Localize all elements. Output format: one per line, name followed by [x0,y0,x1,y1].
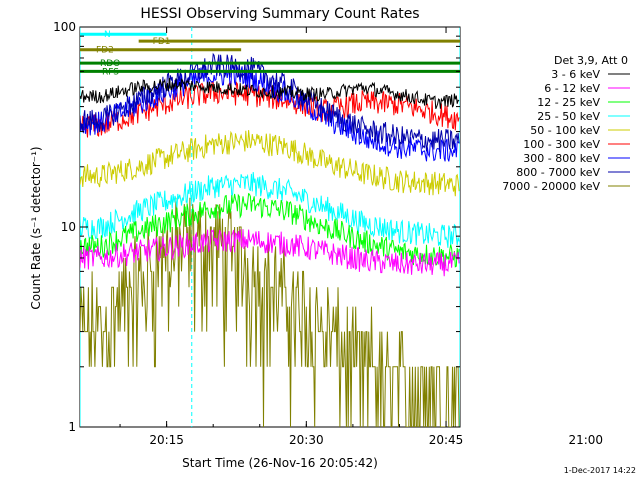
y-tick-label: 10 [61,220,76,234]
legend-label-7000-20000keVkev: 7000 - 20000 keV [502,180,600,193]
plot-area [80,27,460,427]
y-axis-label: Count Rate (s⁻¹ detector⁻¹) [29,146,43,309]
series-line-50-100keVkev [80,130,460,197]
series-line-7000-20000keVkev [80,197,460,427]
legend-label-100-300keVkev: 100 - 300 keV [523,138,600,151]
y-tick-label: 100 [53,20,76,34]
legend-label-25-50keVkev: 25 - 50 keV [537,110,600,123]
y-tick-label: 1 [68,420,76,434]
x-axis-label: Start Time (26-Nov-16 20:05:42) [182,456,378,470]
x-tick-label: 20:30 [289,433,324,447]
legend-label-300-800keVkev: 300 - 800 keV [523,152,600,165]
x-tick-label: 20:15 [149,433,184,447]
legend-label-50-100keVkev: 50 - 100 keV [530,124,600,137]
legend-header: Det 3,9, Att 0 [554,54,628,67]
x-tick-label: 20:45 [429,433,464,447]
legend-label-6-12keVkev: 6 - 12 keV [544,82,600,95]
x-tick-label: 21:00 [568,433,603,447]
series-line-100-300keVkev [80,80,460,138]
series-line-25-50keVkev [80,172,460,248]
legend-label-12-25keVkev: 12 - 25 keV [537,96,600,109]
footer-date: 1-Dec-2017 14:22 [564,466,636,475]
chart-title: HESSI Observing Summary Count Rates [140,6,419,22]
legend-label-3-6keVkev: 3 - 6 keV [551,68,600,81]
series-line-6-12keVkev [80,229,460,277]
series-line-12-25keVkev [80,192,460,268]
legend-label-800-7000keVkev: 800 - 7000 keV [516,166,600,179]
y-axis: 1 10 100 [53,20,460,434]
series-line-3-6keVkev [80,77,460,109]
series-line-800-7000keVkev [80,52,460,152]
